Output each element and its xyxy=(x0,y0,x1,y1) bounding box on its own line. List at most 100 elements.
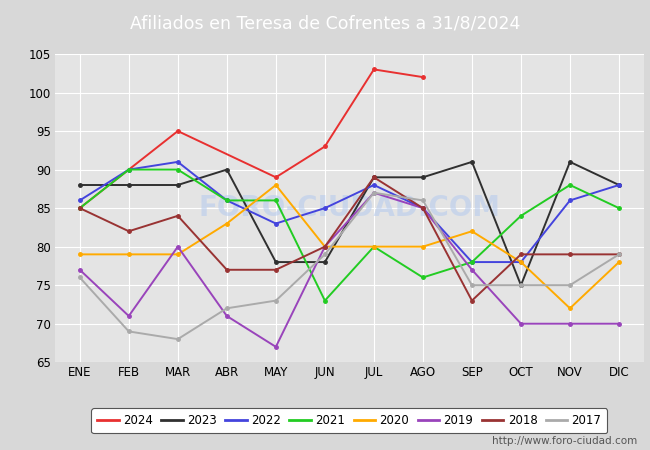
2018 xyxy=(615,252,623,257)
2019 xyxy=(517,321,525,326)
2017 xyxy=(566,283,574,288)
2017 xyxy=(615,252,623,257)
2019 xyxy=(468,267,476,272)
2023 xyxy=(321,259,329,265)
Line: 2023: 2023 xyxy=(78,160,621,287)
2017 xyxy=(468,283,476,288)
Line: 2018: 2018 xyxy=(78,176,621,302)
Line: 2020: 2020 xyxy=(78,183,621,310)
Text: FORO-CIUDAD.COM: FORO-CIUDAD.COM xyxy=(198,194,500,222)
2024 xyxy=(321,144,329,149)
2021 xyxy=(76,205,84,211)
2020 xyxy=(321,244,329,249)
2020 xyxy=(370,244,378,249)
Text: http://www.foro-ciudad.com: http://www.foro-ciudad.com xyxy=(492,436,637,446)
2021 xyxy=(468,259,476,265)
2021 xyxy=(615,205,623,211)
Text: Afiliados en Teresa de Cofrentes a 31/8/2024: Afiliados en Teresa de Cofrentes a 31/8/… xyxy=(130,14,520,33)
2021 xyxy=(125,167,133,172)
2021 xyxy=(272,198,280,203)
2020 xyxy=(468,229,476,234)
2022 xyxy=(321,205,329,211)
2023 xyxy=(125,182,133,188)
2020 xyxy=(566,306,574,311)
2024 xyxy=(76,205,84,211)
2017 xyxy=(419,198,427,203)
2018 xyxy=(517,252,525,257)
2024 xyxy=(272,175,280,180)
2021 xyxy=(370,244,378,249)
2017 xyxy=(223,306,231,311)
2023 xyxy=(566,159,574,165)
2023 xyxy=(223,167,231,172)
2024 xyxy=(174,128,182,134)
2023 xyxy=(272,259,280,265)
2018 xyxy=(566,252,574,257)
2019 xyxy=(125,313,133,319)
2019 xyxy=(370,190,378,195)
Legend: 2024, 2023, 2022, 2021, 2020, 2019, 2018, 2017: 2024, 2023, 2022, 2021, 2020, 2019, 2018… xyxy=(92,408,607,433)
2018 xyxy=(76,205,84,211)
2021 xyxy=(566,182,574,188)
2019 xyxy=(76,267,84,272)
2019 xyxy=(272,344,280,350)
2020 xyxy=(419,244,427,249)
2022 xyxy=(615,182,623,188)
2022 xyxy=(272,221,280,226)
2019 xyxy=(223,313,231,319)
2017 xyxy=(272,298,280,303)
2017 xyxy=(125,328,133,334)
2020 xyxy=(517,259,525,265)
2020 xyxy=(76,252,84,257)
2022 xyxy=(125,167,133,172)
2018 xyxy=(321,244,329,249)
2018 xyxy=(125,229,133,234)
2023 xyxy=(76,182,84,188)
2017 xyxy=(517,283,525,288)
Line: 2022: 2022 xyxy=(78,160,621,264)
2023 xyxy=(468,159,476,165)
2018 xyxy=(223,267,231,272)
Line: 2021: 2021 xyxy=(78,168,621,302)
2024 xyxy=(419,74,427,80)
2020 xyxy=(223,221,231,226)
2022 xyxy=(370,182,378,188)
2021 xyxy=(321,298,329,303)
2020 xyxy=(272,182,280,188)
2024 xyxy=(370,67,378,72)
2022 xyxy=(566,198,574,203)
2021 xyxy=(223,198,231,203)
2022 xyxy=(223,198,231,203)
2018 xyxy=(370,175,378,180)
2023 xyxy=(174,182,182,188)
2022 xyxy=(419,205,427,211)
2023 xyxy=(615,182,623,188)
2021 xyxy=(517,213,525,219)
2020 xyxy=(174,252,182,257)
2020 xyxy=(125,252,133,257)
2019 xyxy=(615,321,623,326)
Line: 2017: 2017 xyxy=(78,191,621,341)
2023 xyxy=(370,175,378,180)
2018 xyxy=(419,205,427,211)
2018 xyxy=(468,298,476,303)
2023 xyxy=(419,175,427,180)
2019 xyxy=(566,321,574,326)
2018 xyxy=(272,267,280,272)
2022 xyxy=(76,198,84,203)
2022 xyxy=(174,159,182,165)
2021 xyxy=(419,275,427,280)
2019 xyxy=(419,205,427,211)
2017 xyxy=(321,252,329,257)
2022 xyxy=(468,259,476,265)
2017 xyxy=(370,190,378,195)
2021 xyxy=(174,167,182,172)
2019 xyxy=(321,244,329,249)
Line: 2019: 2019 xyxy=(78,191,621,349)
2020 xyxy=(615,259,623,265)
2018 xyxy=(174,213,182,219)
2019 xyxy=(174,244,182,249)
2023 xyxy=(517,283,525,288)
2017 xyxy=(174,337,182,342)
2017 xyxy=(76,275,84,280)
